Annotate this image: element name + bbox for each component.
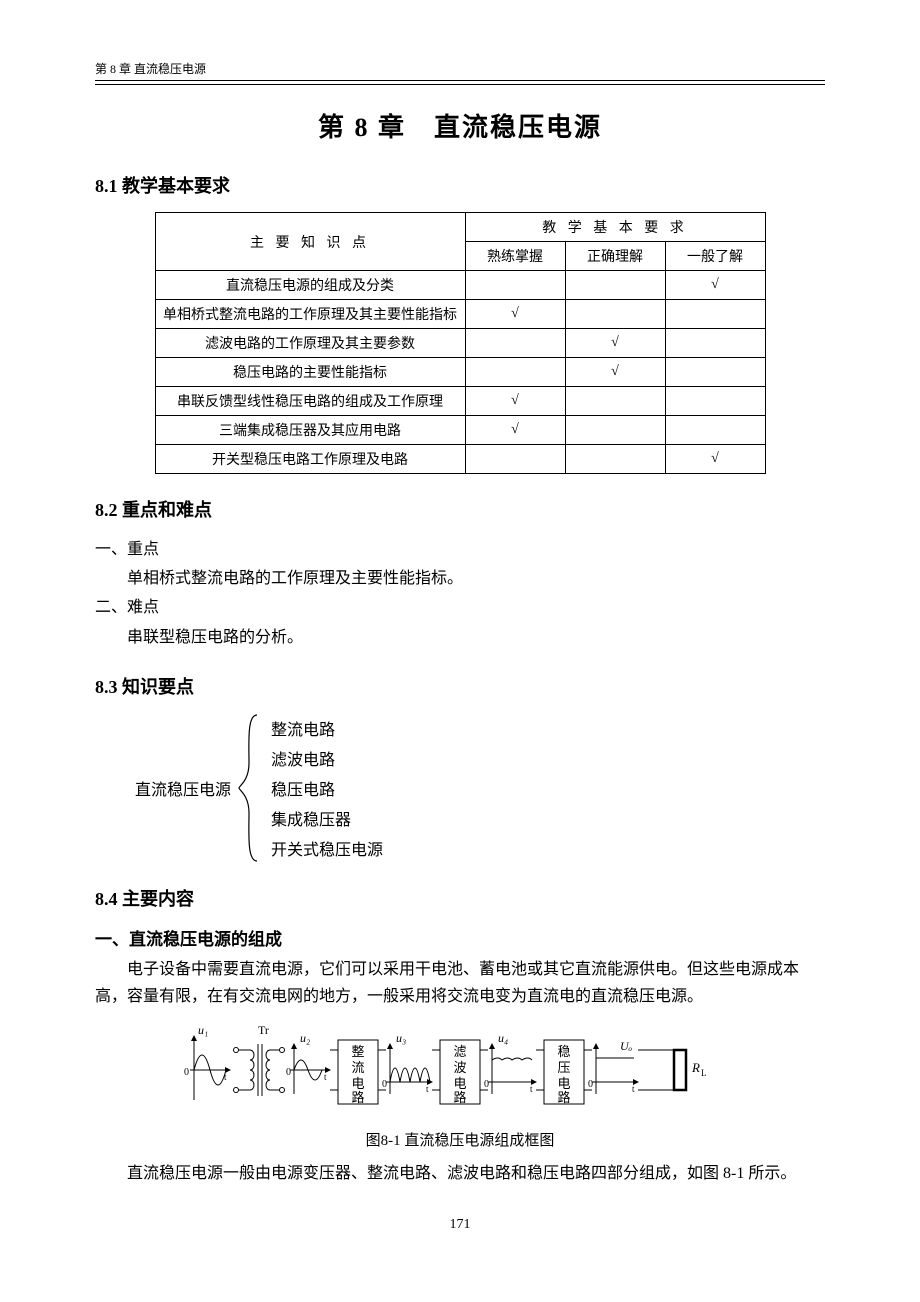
svg-text:路: 路 (351, 1090, 364, 1105)
svg-text:t: t (324, 1072, 327, 1082)
diagram-label-uo: Uₒ (620, 1039, 633, 1053)
table-cell (665, 300, 765, 329)
table-cell (565, 387, 665, 416)
table-cell: √ (565, 329, 665, 358)
table-row: 单相桥式整流电路的工作原理及其主要性能指标 √ (155, 300, 765, 329)
tree-item: 整流电路 (271, 716, 383, 740)
svg-text:0: 0 (286, 1067, 291, 1078)
svg-text:电: 电 (557, 1076, 570, 1091)
table-row: 滤波电路的工作原理及其主要参数 √ (155, 329, 765, 358)
table-row: 串联反馈型线性稳压电路的组成及工作原理 √ (155, 387, 765, 416)
svg-text:路: 路 (453, 1090, 466, 1105)
diagram-label-u4: u₄ (498, 1031, 508, 1045)
tree-item: 集成稳压器 (271, 806, 383, 830)
table-cell (565, 445, 665, 474)
svg-text:t: t (426, 1084, 429, 1094)
table-cell-label: 三端集成稳压器及其应用电路 (155, 416, 465, 445)
table-cell (565, 271, 665, 300)
svg-text:0: 0 (184, 1067, 189, 1078)
section-8-2-heading: 8.2 重点和难点 (95, 496, 825, 522)
chapter-title: 第 8 章 直流稳压电源 (95, 107, 825, 144)
tree-item: 开关式稳压电源 (271, 836, 383, 860)
table-cell-label: 直流稳压电源的组成及分类 (155, 271, 465, 300)
table-cell (465, 358, 565, 387)
knowledge-tree: 直流稳压电源 整流电路 滤波电路 稳压电路 集成稳压器 开关式稳压电源 (135, 713, 825, 863)
table-cell (465, 445, 565, 474)
table-cell-label: 开关型稳压电路工作原理及电路 (155, 445, 465, 474)
diagram-label-rl: R (691, 1060, 700, 1075)
table-cell: √ (665, 271, 765, 300)
table-cell (665, 416, 765, 445)
page-number: 171 (95, 1217, 825, 1233)
table-cell (665, 387, 765, 416)
svg-text:电: 电 (351, 1076, 364, 1091)
keypoint-text: 单相桥式整流电路的工作原理及主要性能指标。 (95, 565, 825, 592)
table-row: 开关型稳压电路工作原理及电路 √ (155, 445, 765, 474)
diagram-label-tr: Tr (258, 1023, 269, 1037)
diagram-label-u3: u₃ (396, 1031, 406, 1045)
table-cell-label: 单相桥式整流电路的工作原理及其主要性能指标 (155, 300, 465, 329)
table-row: 稳压电路的主要性能指标 √ (155, 358, 765, 387)
subsection-heading: 一、直流稳压电源的组成 (95, 925, 825, 950)
section-8-3-heading: 8.3 知识要点 (95, 673, 825, 699)
table-cell-label: 串联反馈型线性稳压电路的组成及工作原理 (155, 387, 465, 416)
table-cell: √ (565, 358, 665, 387)
svg-text:路: 路 (557, 1090, 570, 1105)
table-subheader: 一般了解 (665, 242, 765, 271)
diagram-label-u1: u₁ (198, 1023, 208, 1037)
table-cell (665, 329, 765, 358)
table-cell: √ (465, 416, 565, 445)
keypoint-label: 一、重点 (95, 536, 825, 563)
svg-text:电: 电 (453, 1076, 466, 1091)
paragraph: 直流稳压电源一般由电源变压器、整流电路、滤波电路和稳压电路四部分组成，如图 8-… (95, 1160, 825, 1187)
table-cell-label: 滤波电路的工作原理及其主要参数 (155, 329, 465, 358)
svg-text:波: 波 (453, 1060, 466, 1075)
block-diagram-fig-8-1: u₁ 0 t Tr (180, 1020, 740, 1125)
table-header-row: 主 要 知 识 点 教 学 基 本 要 求 (155, 213, 765, 242)
table-subheader: 正确理解 (565, 242, 665, 271)
table-cell (665, 358, 765, 387)
tree-item: 稳压电路 (271, 776, 383, 800)
section-8-4-heading: 8.4 主要内容 (95, 885, 825, 911)
svg-text:0: 0 (382, 1079, 387, 1090)
difficulty-text: 串联型稳压电路的分析。 (95, 624, 825, 651)
table-cell: √ (665, 445, 765, 474)
svg-text:0: 0 (484, 1079, 489, 1090)
svg-text:压: 压 (557, 1060, 570, 1075)
table-row: 三端集成稳压器及其应用电路 √ (155, 416, 765, 445)
difficulty-label: 二、难点 (95, 594, 825, 621)
running-header: 第 8 章 直流稳压电源 (95, 60, 825, 81)
table-cell (465, 271, 565, 300)
svg-text:L: L (701, 1068, 707, 1078)
diagram-block-label: 整 (351, 1044, 364, 1059)
svg-text:稳: 稳 (557, 1044, 570, 1059)
left-brace-icon (237, 713, 261, 863)
svg-text:滤: 滤 (453, 1044, 466, 1059)
table-subheader: 熟练掌握 (465, 242, 565, 271)
paragraph: 电子设备中需要直流电源，它们可以采用干电池、蓄电池或其它直流能源供电。但这些电源… (95, 956, 825, 1010)
table-cell: √ (465, 387, 565, 416)
svg-text:0: 0 (588, 1079, 593, 1090)
svg-text:流: 流 (351, 1060, 364, 1075)
svg-text:t: t (632, 1084, 635, 1094)
table-row: 直流稳压电源的组成及分类 √ (155, 271, 765, 300)
diagram-label-u2: u₂ (300, 1031, 310, 1045)
table-cell: √ (465, 300, 565, 329)
tree-root-label: 直流稳压电源 (135, 776, 237, 800)
table-cell-label: 稳压电路的主要性能指标 (155, 358, 465, 387)
tree-item: 滤波电路 (271, 746, 383, 770)
table-header-main: 主 要 知 识 点 (155, 213, 465, 271)
requirements-table: 主 要 知 识 点 教 学 基 本 要 求 熟练掌握 正确理解 一般了解 直流稳… (155, 212, 766, 474)
table-cell (565, 300, 665, 329)
table-cell (565, 416, 665, 445)
table-cell (465, 329, 565, 358)
figure-caption: 图8-1 直流稳压电源组成框图 (95, 1129, 825, 1150)
header-rule (95, 84, 825, 85)
svg-text:t: t (530, 1084, 533, 1094)
table-header-req: 教 学 基 本 要 求 (465, 213, 765, 242)
section-8-1-heading: 8.1 教学基本要求 (95, 172, 825, 198)
